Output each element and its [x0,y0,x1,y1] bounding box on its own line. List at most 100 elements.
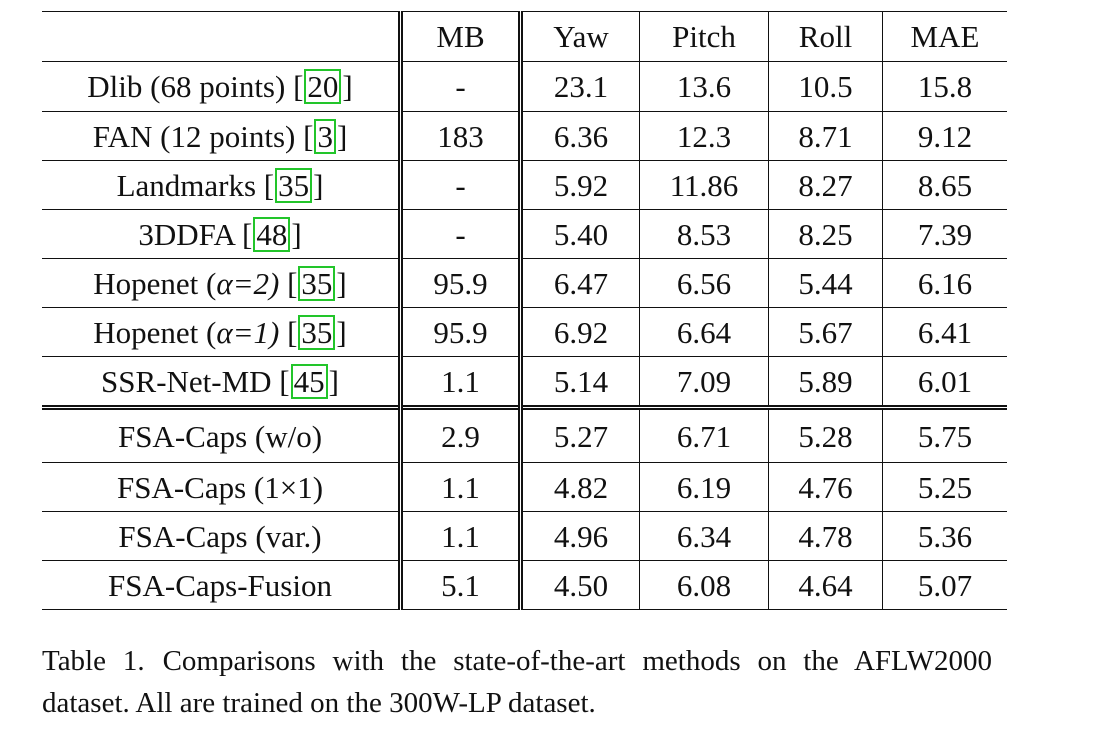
pitch-cell: 7.09 [639,356,769,408]
citation-link[interactable]: 35 [275,167,313,203]
mb-cell: 2.9 [400,405,523,463]
roll-cell: 5.28 [768,405,883,463]
roll-cell: 4.76 [768,462,883,512]
mae-cell: 15.8 [882,61,1007,112]
yaw-cell: 4.82 [520,462,640,512]
roll-cell: 5.89 [768,356,883,408]
yaw-cell: 4.96 [520,511,640,561]
results-table: MB Yaw Pitch Roll MAE Dlib (68 points) [… [42,11,1007,610]
method-cell: Hopenet (α=1) [35] [42,307,403,357]
header-method [42,11,403,62]
method-name: FSA-Caps (var.) [118,518,322,554]
method-cell: FAN (12 points) [3] [42,111,403,161]
mb-cell: - [400,61,523,112]
method-name: Dlib (68 points) [87,69,294,104]
method-cell: FSA-Caps-Fusion [42,560,403,610]
mae-cell: 9.12 [882,111,1007,161]
pitch-cell: 6.64 [639,307,769,357]
table-row: SSR-Net-MD [45] 1.1 5.14 7.09 5.89 6.01 [42,356,1007,408]
roll-cell: 8.71 [768,111,883,161]
header-yaw: Yaw [520,11,640,62]
header-mae: MAE [882,11,1007,62]
method-name: FSA-Caps-Fusion [108,567,332,603]
mb-cell: 1.1 [400,511,523,561]
method-cell: 3DDFA [48] [42,209,403,259]
yaw-cell: 5.92 [520,160,640,210]
table-header-row: MB Yaw Pitch Roll MAE [42,11,1007,62]
pitch-cell: 11.86 [639,160,769,210]
method-cell: FSA-Caps (w/o) [42,405,403,463]
method-name: Hopenet ( [93,314,217,350]
table-row: 3DDFA [48] -5.40 8.53 8.25 7.39 [42,209,1007,259]
method-cell: Landmarks [35] [42,160,403,210]
mae-cell: 8.65 [882,160,1007,210]
yaw-cell: 5.27 [520,405,640,463]
table-row: Hopenet (α=2) [35] 95.9 6.47 6.56 5.44 6.16 [42,258,1007,308]
mb-cell: 1.1 [400,356,523,408]
method-name: 3DDFA [138,216,242,252]
mae-cell: 5.75 [882,405,1007,463]
yaw-cell: 5.40 [520,209,640,259]
method-name: Landmarks [116,167,264,203]
roll-cell: 5.44 [768,258,883,308]
mae-cell: 6.01 [882,356,1007,408]
pitch-cell: 6.34 [639,511,769,561]
caption-label: Table 1. [42,645,145,677]
citation-link[interactable]: 35 [298,314,336,350]
mb-cell: 183 [400,111,523,161]
yaw-cell: 6.36 [520,111,640,161]
mb-cell: 95.9 [400,258,523,308]
table-row: FSA-Caps (var.) 1.1 4.96 6.34 4.78 5.36 [42,511,1007,561]
mae-cell: 5.36 [882,511,1007,561]
pitch-cell: 12.3 [639,111,769,161]
roll-cell: 4.64 [768,560,883,610]
method-cell: Dlib (68 points) [20] [42,61,403,112]
header-roll: Roll [768,11,883,62]
roll-cell: 10.5 [768,61,883,112]
mae-cell: 5.07 [882,560,1007,610]
method-parameter: α=2) [216,265,288,301]
mae-cell: 6.41 [882,307,1007,357]
roll-cell: 8.27 [768,160,883,210]
method-cell: FSA-Caps (var.) [42,511,403,561]
table-row: Landmarks [35] -5.92 11.86 8.27 8.65 [42,160,1007,210]
citation-link[interactable]: 3 [314,118,336,154]
yaw-cell: 23.1 [520,61,640,112]
yaw-cell: 6.92 [520,307,640,357]
method-cell: FSA-Caps (1×1) [42,462,403,512]
pitch-cell: 8.53 [639,209,769,259]
pitch-cell: 13.6 [639,61,769,112]
method-name: SSR-Net-MD [101,363,280,399]
table-row: FAN (12 points) [3] 183 6.36 12.3 8.71 9.12 [42,111,1007,161]
caption-text: Comparisons with the state-of-the-art me… [42,645,992,719]
table-row: FSA-Caps (w/o) 2.9 5.27 6.71 5.28 5.75 [42,405,1007,463]
mb-cell: 5.1 [400,560,523,610]
citation-link[interactable]: 45 [290,363,328,399]
table-row: FSA-Caps-Fusion 5.1 4.50 6.08 4.64 5.07 [42,560,1007,610]
mb-cell: 1.1 [400,462,523,512]
header-mb: MB [400,11,523,62]
method-name: FAN (12 points) [92,118,304,154]
table-row: FSA-Caps (1×1) 1.1 4.82 6.19 4.76 5.25 [42,462,1007,512]
table-row: Dlib (68 points) [20] -23.1 13.6 10.5 15.8 [42,61,1007,112]
pitch-cell: 6.56 [639,258,769,308]
mae-cell: 7.39 [882,209,1007,259]
citation-link[interactable]: 48 [253,216,291,252]
table-row: Hopenet (α=1) [35] 95.9 6.92 6.64 5.67 6.41 [42,307,1007,357]
header-pitch: Pitch [639,11,769,62]
method-parameter: α=1) [216,314,288,350]
pitch-cell: 6.71 [639,405,769,463]
yaw-cell: 4.50 [520,560,640,610]
table-caption: Table 1. Comparisons with the state-of-th… [42,640,992,724]
mae-cell: 6.16 [882,258,1007,308]
roll-cell: 4.78 [768,511,883,561]
citation-link[interactable]: 35 [298,265,336,301]
mb-cell: - [400,160,523,210]
method-cell: SSR-Net-MD [45] [42,356,403,408]
mb-cell: - [400,209,523,259]
citation-link[interactable]: 20 [304,69,342,104]
mae-cell: 5.25 [882,462,1007,512]
method-cell: Hopenet (α=2) [35] [42,258,403,308]
roll-cell: 8.25 [768,209,883,259]
yaw-cell: 6.47 [520,258,640,308]
